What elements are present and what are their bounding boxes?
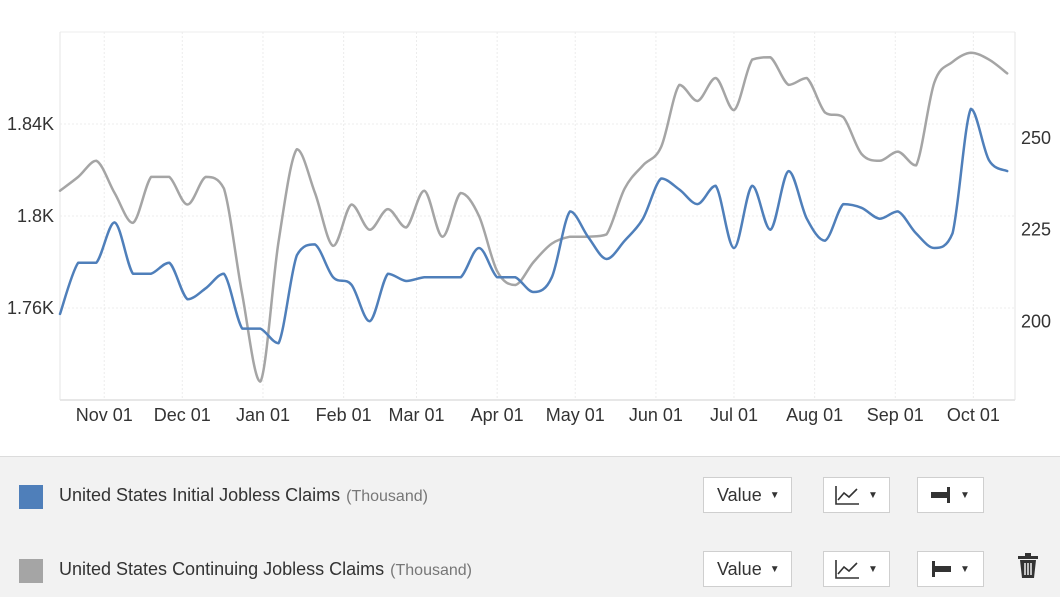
right-y-tick-label: 225: [1021, 220, 1051, 240]
legend-panel: United States Initial Jobless Claims (Tho…: [0, 456, 1060, 597]
caret-down-icon: ▼: [960, 489, 970, 501]
axis-side-dropdown[interactable]: ▼: [917, 551, 984, 587]
caret-down-icon: ▼: [868, 563, 878, 575]
series-name: United States Continuing Jobless Claims: [59, 559, 385, 579]
chart-type-dropdown[interactable]: ▼: [823, 477, 890, 513]
x-tick-label: Dec 01: [154, 405, 211, 425]
series-label: United States Initial Jobless Claims (Tho…: [59, 485, 428, 506]
series-color-swatch[interactable]: [19, 559, 43, 583]
chart-area: Nov 01 Dec 01 Jan 01 Feb 01 Mar 01 Apr 01 May …: [7, 31, 1051, 425]
initial-claims-line[interactable]: [58, 107, 1009, 345]
right-y-tick-label: 200: [1021, 311, 1051, 331]
legend-row-continuing-claims: United States Continuing Jobless Claims (…: [0, 551, 1060, 591]
axis-right-icon: [931, 487, 950, 503]
left-y-tick-label: 1.76K: [7, 298, 54, 318]
series-label: United States Continuing Jobless Claims (…: [59, 559, 472, 580]
caret-down-icon: ▼: [769, 563, 780, 575]
axis-layer: Nov 01 Dec 01 Jan 01 Feb 01 Mar 01 Apr 01 May …: [7, 114, 1051, 425]
x-tick-label: Nov 01: [76, 405, 133, 425]
x-tick-label: Jul 01: [710, 405, 758, 425]
x-tick-label: Apr 01: [471, 405, 524, 425]
value-mode-label: Value: [717, 484, 762, 505]
value-mode-label: Value: [717, 558, 762, 579]
x-tick-label: Sep 01: [867, 405, 924, 425]
x-tick-label: May 01: [546, 405, 605, 425]
value-mode-dropdown[interactable]: Value ▼: [703, 477, 792, 513]
x-tick-label: Oct 01: [947, 405, 1000, 425]
left-y-tick-label: 1.84K: [7, 114, 54, 134]
x-tick-label: Jun 01: [629, 405, 683, 425]
line-chart-icon: [835, 560, 859, 579]
right-y-tick-label: 250: [1021, 128, 1051, 148]
series-name: United States Initial Jobless Claims: [59, 485, 341, 505]
x-tick-label: Feb 01: [316, 405, 372, 425]
trash-icon: [1018, 553, 1038, 578]
series-layer: [58, 51, 1009, 383]
delete-series-button[interactable]: [1017, 553, 1039, 584]
x-tick-label: Aug 01: [786, 405, 843, 425]
value-mode-dropdown[interactable]: Value ▼: [703, 551, 792, 587]
series-unit: (Thousand): [390, 562, 472, 579]
caret-down-icon: ▼: [769, 489, 780, 501]
chart-svg: Nov 01 Dec 01 Jan 01 Feb 01 Mar 01 Apr 01 May …: [7, 31, 1051, 425]
legend-row-initial-claims: United States Initial Jobless Claims (Tho…: [0, 477, 1060, 517]
caret-down-icon: ▼: [960, 563, 970, 575]
series-color-swatch[interactable]: [19, 485, 43, 509]
caret-down-icon: ▼: [868, 489, 878, 501]
x-tick-label: Mar 01: [388, 405, 444, 425]
series-unit: (Thousand): [346, 488, 428, 505]
continuing-claims-line[interactable]: [58, 51, 1009, 383]
line-chart-icon: [835, 486, 859, 505]
left-y-tick-label: 1.8K: [17, 206, 54, 226]
chart-type-dropdown[interactable]: ▼: [823, 551, 890, 587]
axis-side-dropdown[interactable]: ▼: [917, 477, 984, 513]
x-tick-label: Jan 01: [236, 405, 290, 425]
axis-left-icon: [932, 561, 951, 577]
